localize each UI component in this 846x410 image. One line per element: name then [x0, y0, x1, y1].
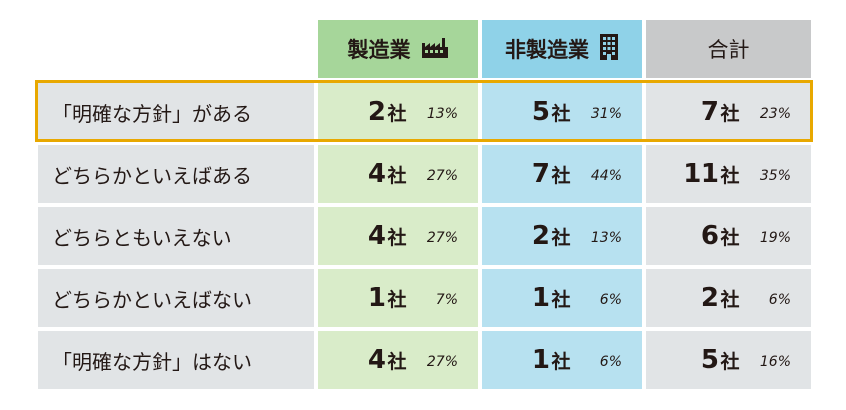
header-non-manufacturing-label: 非製造業	[505, 38, 589, 62]
row-label: 「明確な方針」はない	[38, 331, 314, 389]
percentage: 27%	[426, 354, 458, 370]
building-icon	[599, 33, 619, 66]
percentage: 23%	[759, 106, 791, 122]
row-label: どちらかといえばない	[38, 269, 314, 327]
row-label: どちらかといえばある	[38, 145, 314, 203]
percentage: 27%	[426, 230, 458, 246]
header-manufacturing: 製造業	[318, 20, 478, 78]
header-total-label: 合計	[707, 38, 750, 62]
percentage: 6%	[599, 292, 622, 308]
count-value: 11 社	[683, 159, 739, 189]
percentage: 27%	[426, 168, 458, 184]
percentage: 35%	[759, 168, 791, 184]
header-non-manufacturing: 非製造業	[482, 20, 642, 78]
row-label: どちらともいえない	[38, 207, 314, 265]
header-manufacturing-label: 製造業	[347, 38, 411, 62]
cell-total: 11 社 35%	[646, 145, 811, 203]
percentage: 6%	[768, 292, 791, 308]
percentage: 16%	[759, 354, 791, 370]
percentage: 13%	[426, 106, 458, 122]
percentage: 13%	[590, 230, 622, 246]
percentage: 7%	[435, 292, 458, 308]
percentage: 19%	[759, 230, 791, 246]
percentage: 44%	[590, 168, 622, 184]
percentage: 6%	[599, 354, 622, 370]
row-label: 「明確な方針」がある	[38, 83, 314, 141]
factory-icon	[421, 35, 449, 64]
percentage: 31%	[590, 106, 622, 122]
header-total: 合計	[646, 20, 811, 78]
